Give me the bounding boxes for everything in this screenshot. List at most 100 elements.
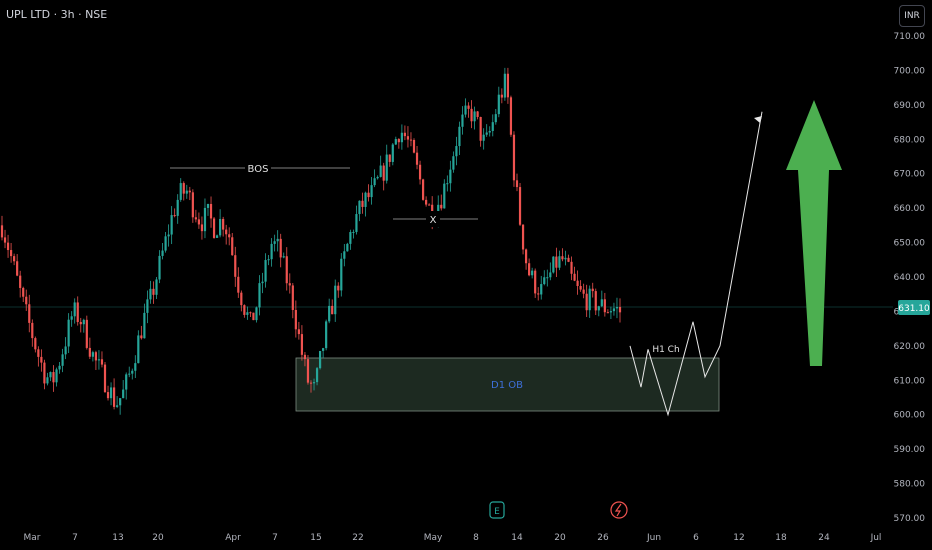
price-tick: 680.00 [894,135,926,145]
candle-body [137,335,140,364]
candle-body [576,280,579,287]
candle-body [225,229,228,235]
candle-body [161,250,164,256]
candle-body [515,180,519,188]
candle-body [82,319,85,325]
currency-button[interactable]: INR [899,5,925,27]
candle-body [146,299,149,313]
time-tick: 15 [310,533,321,543]
time-tick: 14 [511,533,523,543]
time-tick: Mar [24,533,41,543]
candle-body [503,73,506,98]
candle-body [273,241,276,244]
candle-body [415,152,419,165]
candle-body [279,238,282,258]
candle-body [512,134,516,181]
candle-body [337,285,340,291]
candle-body [585,293,588,311]
candle-body [603,299,606,313]
last-price-badge [898,300,930,315]
demand-zone-d1-ob [295,357,720,412]
candle-body [191,192,194,218]
candle-body [306,359,310,383]
candle-body [222,218,225,230]
candles-layer [0,67,622,415]
candle-body [509,97,513,135]
candle-body [58,365,61,370]
candle-body [534,270,537,294]
candle-body [173,215,176,217]
earnings-icon[interactable]: E [489,501,505,519]
candle-body [9,250,13,257]
candle-body [470,108,473,122]
candle-body [322,348,325,351]
candle-body [122,389,125,399]
candle-body [85,319,88,348]
candle-body [500,94,503,98]
candle-body [16,261,19,276]
price-tick: 660.00 [894,204,926,214]
candle-body [400,132,403,143]
candle-body [588,288,591,311]
time-tick: 8 [473,533,479,543]
price-tick: 710.00 [894,32,926,42]
candle-body [394,139,397,145]
candle-body [524,249,528,264]
candle-body [567,257,570,262]
candle-body [346,243,349,252]
candle-body [479,116,482,141]
time-tick: 13 [112,533,123,543]
candle-body [294,309,297,330]
candle-body [373,178,376,186]
candle-body [425,199,428,205]
price-tick: 620.00 [894,342,926,352]
candle-body [409,139,413,141]
candle-body [40,356,43,363]
candle-body [334,285,337,315]
candle-body [579,286,582,290]
candle-body [561,256,564,260]
candle-body [206,203,210,208]
candle-body [291,285,294,310]
price-tick: 580.00 [894,480,926,490]
candle-body [467,105,470,109]
candle-body [528,263,531,276]
time-tick: 7 [272,533,278,543]
candle-body [134,363,137,371]
candle-body [300,334,304,355]
candle-body [476,111,479,117]
candle-body [106,392,110,399]
candle-body [482,134,485,141]
candle-body [270,243,273,260]
candle-body [228,234,231,238]
price-tick: 700.00 [894,66,926,76]
candle-body [546,277,549,279]
candle-body [70,316,73,320]
candle-body [219,218,222,236]
candle-body [276,238,279,242]
candle-body [385,154,388,181]
candle-body [488,130,491,133]
candle-body [600,299,603,307]
price-tick: 590.00 [894,445,926,455]
candle-body [3,237,7,243]
candle-body [455,146,458,157]
time-tick: 20 [152,533,164,543]
candle-body [473,111,476,122]
candle-body [340,258,343,291]
candle-body [182,183,185,194]
candle-body [240,292,243,306]
last-price-label: 631.10 [898,304,930,314]
candle-body [237,276,240,293]
candle-body [564,257,567,260]
candle-body [521,224,525,250]
candle-body [243,305,246,315]
candle-body [497,94,500,115]
price-tick: 640.00 [894,273,926,283]
candle-body [194,217,197,220]
dividend-icon[interactable] [610,501,628,519]
candle-body [458,126,461,147]
candle-body [215,235,219,238]
candle-body [125,374,128,390]
